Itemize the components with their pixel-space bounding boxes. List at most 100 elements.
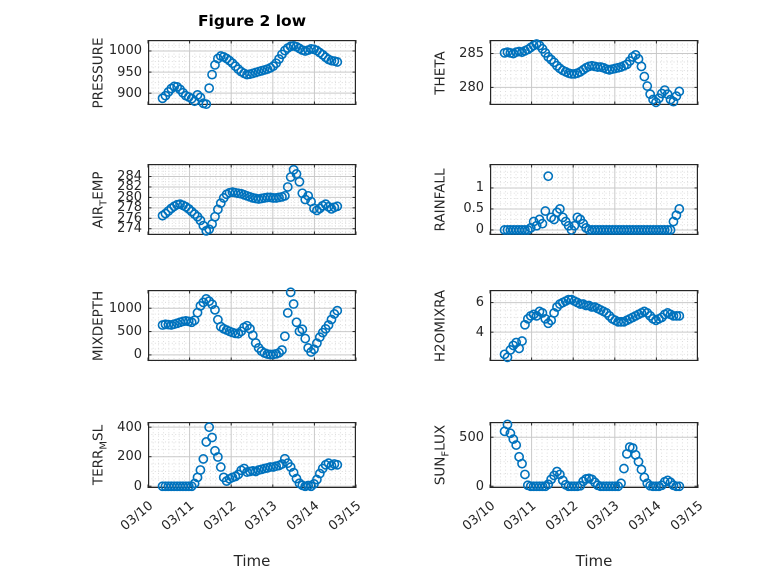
x-tick-label: 03/14 bbox=[625, 498, 665, 534]
data-point-marker bbox=[250, 338, 261, 348]
y-tick-label: 950 bbox=[117, 64, 142, 80]
plot-area-sun-flux bbox=[489, 419, 699, 492]
data-point-marker bbox=[674, 204, 685, 214]
data-point-marker bbox=[186, 481, 197, 492]
data-point-marker bbox=[204, 296, 215, 307]
y-tick-label: 0.5 bbox=[463, 201, 484, 217]
data-point-marker bbox=[288, 467, 299, 478]
subplot-theta: THETA 280 285 bbox=[433, 39, 699, 108]
data-point-marker bbox=[592, 62, 603, 72]
y-tick-label: 900 bbox=[117, 85, 142, 101]
x-tick-label: 03/15 bbox=[325, 498, 364, 534]
data-point-marker bbox=[332, 201, 343, 212]
data-point-marker bbox=[288, 299, 299, 309]
data-point-marker bbox=[242, 320, 252, 331]
data-point-marker bbox=[227, 58, 238, 69]
data-point-marker bbox=[520, 225, 530, 235]
data-point-marker bbox=[212, 452, 223, 462]
x-tick-label: 03/15 bbox=[667, 498, 706, 534]
data-point-marker bbox=[517, 225, 527, 235]
data-point-marker bbox=[204, 224, 215, 235]
plot-area-theta bbox=[489, 39, 699, 108]
plot-area-h2omixra bbox=[489, 290, 699, 363]
tick-marks bbox=[489, 290, 699, 361]
plot-area-pressure bbox=[147, 39, 357, 110]
data-point-markers bbox=[499, 294, 685, 363]
data-point-marker bbox=[587, 474, 597, 485]
subplot-terr-msl: TERRMSL 0 200 400 03/10 03/11 03/12 03/13 03/14… bbox=[91, 420, 364, 570]
data-point-marker bbox=[543, 479, 554, 490]
data-point-marker bbox=[233, 328, 244, 339]
y-tick-label: 500 bbox=[459, 429, 484, 445]
data-point-markers bbox=[157, 41, 343, 110]
x-tick-label: 03/10 bbox=[459, 498, 498, 534]
data-point-marker bbox=[543, 171, 554, 182]
data-point-marker bbox=[648, 94, 658, 105]
tick-marks bbox=[147, 422, 357, 488]
x-tick-label: 03/11 bbox=[159, 498, 198, 534]
y-tick-label: 1 bbox=[475, 180, 484, 196]
data-point-marker bbox=[189, 209, 200, 220]
x-tick-label: 03/11 bbox=[501, 498, 540, 534]
x-axis-label: Time bbox=[233, 552, 271, 570]
data-point-marker bbox=[157, 93, 168, 104]
data-point-marker bbox=[332, 459, 343, 470]
data-point-markers bbox=[499, 171, 685, 235]
data-point-marker bbox=[268, 61, 279, 72]
data-point-marker bbox=[285, 462, 296, 472]
data-point-marker bbox=[300, 333, 311, 344]
data-point-marker bbox=[537, 481, 548, 492]
data-point-marker bbox=[265, 349, 276, 360]
minor-grid bbox=[148, 422, 356, 488]
subplot-mixdepth: MIXDEPTH 0 500 1000 bbox=[91, 287, 357, 362]
x-tick-label: 03/14 bbox=[283, 498, 323, 534]
data-point-marker bbox=[668, 310, 679, 321]
minor-grid bbox=[490, 164, 698, 235]
data-point-marker bbox=[207, 432, 217, 443]
y-tick-label: 278 bbox=[117, 200, 142, 216]
data-point-marker bbox=[645, 89, 656, 100]
data-point-marker bbox=[332, 305, 343, 316]
data-point-marker bbox=[294, 176, 305, 187]
data-point-marker bbox=[277, 459, 287, 469]
tick-marks bbox=[147, 164, 357, 235]
y-axis-label-subscript: F bbox=[440, 450, 452, 457]
data-point-marker bbox=[192, 89, 203, 100]
data-point-marker bbox=[215, 198, 226, 209]
subplot-rainfall: RAINFALL 0 0.5 1 bbox=[433, 164, 699, 237]
data-point-marker bbox=[274, 347, 284, 358]
data-point-marker bbox=[505, 428, 516, 439]
x-tick-label: 03/12 bbox=[200, 498, 239, 534]
axes-box bbox=[148, 422, 357, 489]
data-point-marker bbox=[520, 469, 530, 480]
axes-box bbox=[148, 290, 357, 362]
data-point-marker bbox=[508, 340, 519, 351]
y-tick-label: 0 bbox=[475, 478, 484, 494]
tick-marks bbox=[147, 290, 357, 361]
data-point-marker bbox=[230, 61, 241, 72]
data-point-marker bbox=[163, 206, 174, 216]
data-point-marker bbox=[554, 204, 565, 214]
data-point-marker bbox=[210, 304, 220, 315]
subplot-air-temp: AIRTEMP 274 276 278 280 282 284 bbox=[91, 164, 357, 236]
data-point-marker bbox=[520, 319, 530, 330]
subplot-sun-flux: SUNFLUX 0 500 03/10 03/11 03/12 03/13 03/14 03/… bbox=[433, 419, 706, 570]
major-grid bbox=[148, 422, 356, 488]
data-point-marker bbox=[172, 81, 183, 92]
axes-box bbox=[148, 164, 357, 236]
data-point-markers bbox=[499, 39, 685, 108]
plot-area-air-temp bbox=[147, 164, 357, 236]
data-point-marker bbox=[613, 481, 624, 492]
data-point-marker bbox=[587, 302, 597, 312]
data-point-marker bbox=[277, 345, 287, 355]
plot-area-terr-msl bbox=[147, 422, 357, 492]
y-tick-label: 1000 bbox=[108, 43, 142, 59]
plot-area-mixdepth bbox=[147, 287, 357, 362]
y-tick-label: 280 bbox=[459, 79, 484, 95]
data-point-markers bbox=[499, 419, 685, 492]
data-point-marker bbox=[186, 206, 197, 217]
data-point-marker bbox=[332, 57, 343, 67]
data-point-marker bbox=[636, 464, 647, 475]
data-point-marker bbox=[291, 317, 302, 328]
data-point-marker bbox=[552, 60, 562, 71]
